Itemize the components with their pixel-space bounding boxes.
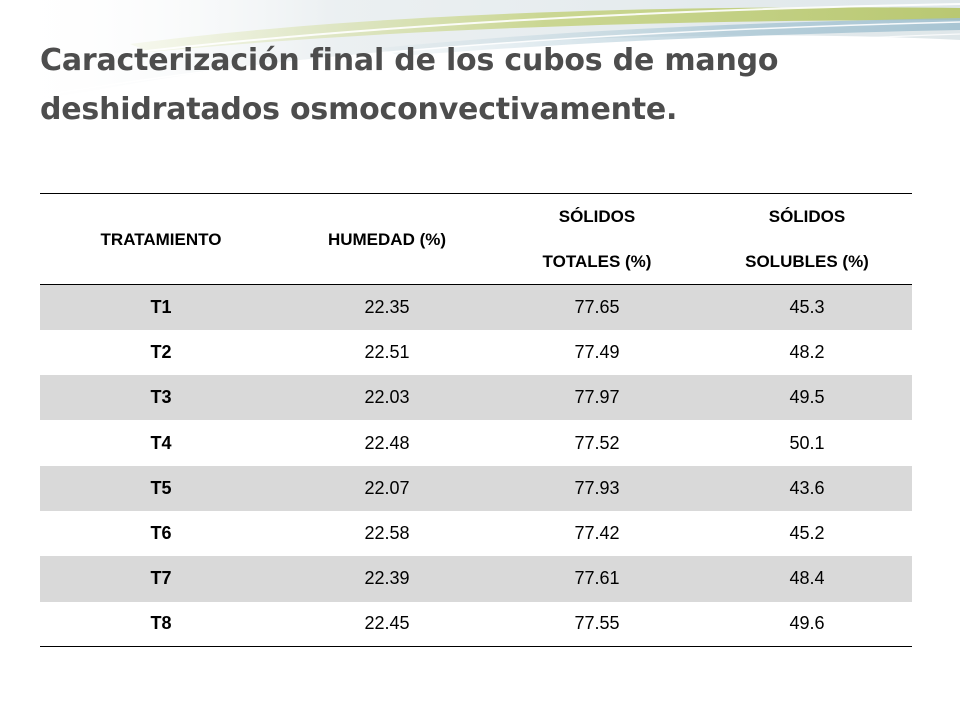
cell-total-solids: 77.55: [574, 613, 620, 634]
cell-total-solids: 77.61: [574, 568, 620, 589]
swoosh-blue-band: [380, 18, 960, 56]
swoosh-line-2: [39, 21, 960, 97]
cell-soluble-solids: 48.4: [789, 568, 825, 589]
cell-treatment: T5: [150, 477, 172, 498]
table-row: T7 22.39 77.61 48.4: [40, 556, 912, 602]
cell-total-solids: 77.65: [574, 296, 620, 317]
cell-moisture: 22.48: [364, 432, 410, 453]
cell-soluble-solids: 49.6: [789, 613, 825, 634]
header-treatment: TRATAMIENTO: [100, 229, 222, 249]
table-row: T8 22.45 77.55 49.6: [40, 602, 912, 647]
cell-moisture: 22.35: [364, 296, 410, 317]
table-row: T4 22.48 77.52 50.1: [40, 420, 912, 465]
cell-treatment: T7: [150, 568, 172, 589]
cell-treatment: T6: [150, 523, 172, 544]
cell-treatment: T3: [150, 387, 172, 408]
cell-treatment: T8: [150, 613, 172, 634]
header-soluble-solids-line2: SOLUBLES (%): [745, 252, 869, 271]
table-row: T2 22.51 77.49 48.2: [40, 330, 912, 375]
slide-title: Caracterización final de los cubos de ma…: [40, 43, 779, 127]
swoosh-line-1: [0, 3, 960, 71]
cell-soluble-solids: 43.6: [789, 477, 825, 498]
cell-treatment: T1: [150, 296, 172, 317]
cell-total-solids: 77.97: [574, 387, 620, 408]
cell-moisture: 22.45: [364, 613, 410, 634]
cell-soluble-solids: 49.5: [789, 387, 825, 408]
table-row: T5 22.07 77.93 43.6: [40, 465, 912, 511]
cell-total-solids: 77.49: [574, 341, 620, 362]
cell-total-solids: 77.52: [574, 432, 620, 453]
swoosh-green-band: [130, 7, 960, 52]
cell-soluble-solids: 45.3: [789, 296, 825, 317]
characterization-table: TRATAMIENTO HUMEDAD (%) SÓLIDOS TOTALES …: [40, 193, 912, 647]
cell-soluble-solids: 48.2: [789, 341, 825, 362]
header-soluble-solids-line1: SÓLIDOS: [768, 207, 846, 226]
cell-soluble-solids: 45.2: [789, 523, 825, 544]
cell-treatment: T4: [150, 432, 172, 453]
table-row: T3 22.03 77.97 49.5: [40, 375, 912, 421]
header-total-solids-line1: SÓLIDOS: [558, 207, 636, 226]
cell-moisture: 22.51: [364, 341, 410, 362]
table-row: T1 22.35 77.65 45.3: [40, 284, 912, 330]
header-total-solids-line2: TOTALES (%): [542, 252, 652, 271]
cell-moisture: 22.39: [364, 568, 410, 589]
table-header-row: TRATAMIENTO HUMEDAD (%) SÓLIDOS TOTALES …: [40, 193, 912, 285]
swoosh-line-3: [119, 33, 960, 109]
decorative-swoosh: [0, 0, 960, 109]
cell-total-solids: 77.42: [574, 523, 620, 544]
header-moisture: HUMEDAD (%): [327, 229, 447, 249]
cell-soluble-solids: 50.1: [789, 432, 825, 453]
header-total-solids: SÓLIDOS TOTALES (%): [492, 194, 702, 285]
cell-moisture: 22.58: [364, 523, 410, 544]
cell-treatment: T2: [150, 341, 172, 362]
cell-total-solids: 77.93: [574, 477, 620, 498]
table-row: T6 22.58 77.42 45.2: [40, 511, 912, 556]
cell-moisture: 22.07: [364, 477, 410, 498]
cell-moisture: 22.03: [364, 387, 410, 408]
header-soluble-solids: SÓLIDOS SOLUBLES (%): [702, 194, 912, 285]
